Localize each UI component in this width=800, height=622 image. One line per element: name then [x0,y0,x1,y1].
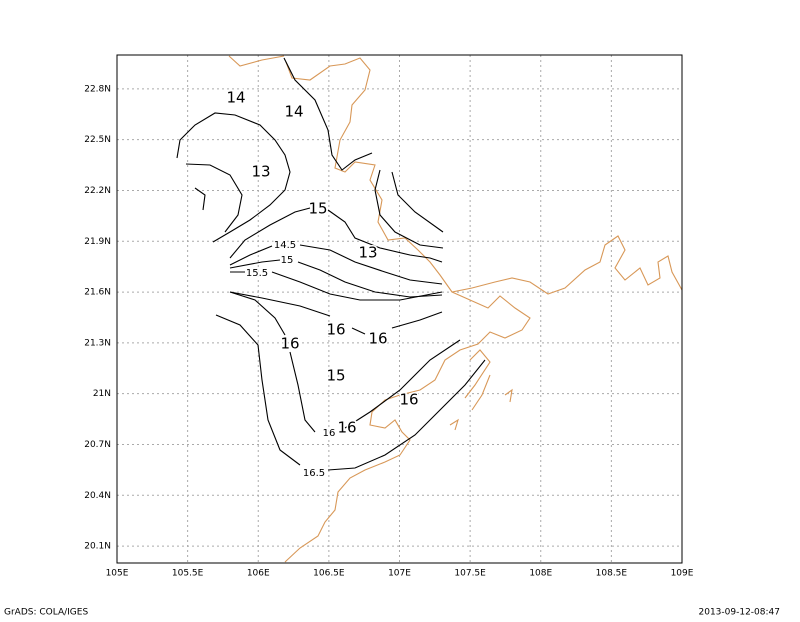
y-tick-label: 21.3N [84,338,111,348]
contour-label: 15.5 [246,268,268,279]
coastline [228,55,683,563]
y-tick-label: 21.6N [84,288,111,298]
contour-line [185,163,243,233]
footer-right: 2013-09-12-08:47 [699,608,781,618]
contour-line [229,291,443,335]
contour-line [229,207,443,263]
x-tick-label: 107E [388,569,411,579]
coastline-south [284,291,531,563]
footer-left: GrADS: COLA/IGES [4,608,88,618]
contour-label: 13 [358,244,377,262]
contour-label: 16 [280,335,299,353]
contour-label: 15 [308,200,327,218]
contours [176,57,486,471]
y-tick-label: 20.7N [84,440,111,450]
x-tick-label: 108E [529,569,552,579]
contour-line [230,271,443,301]
contour-label: 16.5 [303,468,325,479]
contour-label: 16 [326,321,345,339]
x-tick-label: 109E [671,569,694,579]
contour-label: 16 [368,330,387,348]
contour-label: 16 [323,428,336,439]
contour-label: 14 [284,103,303,121]
contour-line [194,187,206,211]
x-tick-label: 106.5E [313,569,345,579]
coastline-north [228,55,683,295]
contour-line [374,169,444,249]
y-tick-label: 20.1N [84,542,111,552]
x-tick-label: 106E [247,569,270,579]
contour-label: 16 [399,391,418,409]
x-tick-label: 105.5E [172,569,204,579]
x-tick-label: 105E [106,569,129,579]
contour-line [283,57,373,171]
contour-line [229,244,443,285]
contour-line [176,112,291,243]
y-tick-label: 22.2N [84,186,111,196]
contour-line [229,291,461,433]
contour-label: 14.5 [274,240,296,251]
y-tick-label: 21.9N [84,237,111,247]
contour-line [215,314,486,471]
contour-label: 15 [281,255,294,266]
contour-label: 13 [251,163,270,181]
grid [116,55,683,563]
y-tick-label: 20.4N [84,491,111,501]
contour-label: 14 [226,89,245,107]
y-tick-label: 22.5N [84,135,111,145]
coastline-islands [449,349,513,431]
x-tick-label: 107.5E [454,569,486,579]
map-frame [116,54,683,564]
contour-label: 15 [326,367,345,385]
x-tick-label: 108.5E [596,569,628,579]
y-tick-label: 22.8N [84,84,111,94]
y-tick-label: 21N [93,389,111,399]
contour-label: 16 [337,419,356,437]
